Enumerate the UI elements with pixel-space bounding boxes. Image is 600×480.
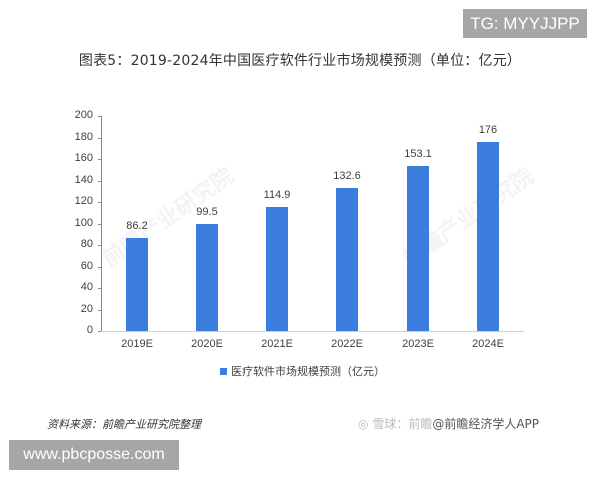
y-tick-mark	[98, 266, 102, 268]
x-tick-label: 2021E	[261, 338, 293, 350]
legend-swatch-icon	[220, 367, 227, 375]
y-tick-mark	[98, 202, 102, 203]
x-tick-label: 2022E	[331, 338, 363, 350]
y-tick-label: 140	[74, 173, 93, 186]
chart-title: 图表5：2019-2024年中国医疗软件行业市场规模预测（单位：亿元）	[78, 53, 522, 69]
bar-2024E	[477, 141, 499, 331]
x-tick-label: 2023E	[402, 338, 434, 350]
xueqiu-prefix: 雪球：前瞻	[372, 417, 433, 431]
bar-value-label: 132.6	[333, 170, 361, 183]
y-tick-label: 160	[74, 152, 93, 164]
y-tick-label: 120	[74, 195, 93, 207]
x-axis-line	[101, 331, 524, 332]
source-note: 资料来源：前瞻产业研究院整理	[47, 418, 201, 431]
xueqiu-logo-icon: ◎	[358, 417, 369, 431]
bar-value-label: 99.5	[196, 206, 218, 219]
xueqiu-account: @前瞻经济学人APP	[432, 417, 540, 431]
y-tick-label: 20	[80, 302, 93, 315]
y-tick-label: 0	[86, 324, 93, 336]
y-tick-mark	[98, 309, 102, 311]
legend-label: 医疗软件市场规模预测（亿元）	[231, 365, 385, 378]
bar-value-label: 86.2	[126, 220, 148, 233]
y-tick-label: 40	[80, 281, 93, 293]
bar-2022E	[336, 188, 358, 331]
bar-value-label: 176	[478, 123, 498, 136]
y-tick-label: 60	[80, 259, 93, 272]
bar-2019E	[126, 238, 148, 331]
y-axis-line	[101, 116, 102, 331]
y-tick-mark	[98, 288, 102, 289]
x-tick-label: 2024E	[472, 338, 504, 350]
y-tick-mark	[98, 180, 102, 182]
bar-2020E	[196, 224, 218, 331]
bar-2023E	[407, 166, 429, 331]
x-tick-label: 2019E	[121, 338, 153, 350]
y-tick-mark	[98, 245, 102, 246]
y-tick-label: 100	[74, 216, 93, 229]
x-tick-label: 2020E	[191, 338, 223, 350]
bar-chart: 前瞻产业研究院 前瞻产业研究院 0 20 40 60 80 100 120 140 160 180…	[74, 109, 539, 379]
telegram-badge: TG: MYYJJPP	[463, 9, 587, 38]
y-tick-mark	[98, 137, 102, 139]
xueqiu-attribution: ◎ 雪球：前瞻@前瞻经济学人APP	[358, 415, 539, 432]
y-tick-mark	[98, 159, 102, 160]
bar-2021E	[266, 207, 288, 331]
y-tick-label: 180	[74, 130, 93, 143]
y-tick-mark	[98, 223, 102, 225]
y-tick-mark	[98, 116, 102, 117]
y-tick-label: 80	[80, 238, 93, 250]
y-tick-label: 200	[74, 109, 93, 121]
website-badge: www.pbcposse.com	[9, 440, 179, 470]
bar-value-label: 153.1	[404, 148, 432, 161]
legend: 医疗软件市场规模预测（亿元）	[220, 363, 385, 379]
bar-value-label: 114.9	[263, 189, 291, 202]
y-tick-mark	[98, 331, 102, 332]
